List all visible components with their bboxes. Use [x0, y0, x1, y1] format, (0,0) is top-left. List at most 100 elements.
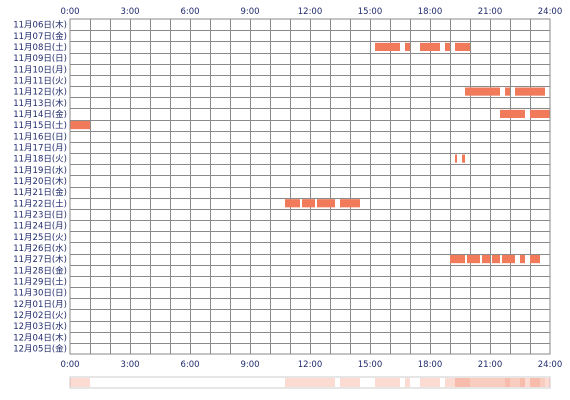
row-label: 11月15日(土) — [13, 120, 67, 131]
summary-cell — [510, 378, 515, 387]
summary-cell — [290, 378, 295, 387]
row-label: 11月28日(金) — [13, 265, 67, 276]
tick-label-bottom: 15:00 — [358, 360, 383, 370]
row-label: 11月21日(金) — [13, 187, 67, 198]
summary-cell — [325, 378, 330, 387]
summary-cell — [320, 378, 325, 387]
summary-cell — [535, 378, 540, 387]
summary-cell — [420, 378, 425, 387]
tick-label-bottom: 0:00 — [60, 360, 79, 370]
tick-label-top: 21:00 — [478, 7, 503, 17]
activity-bar — [465, 87, 500, 96]
plot-border — [69, 18, 551, 355]
row-label: 12月03日(水) — [13, 321, 67, 332]
summary-cell — [285, 378, 290, 387]
activity-bar — [505, 87, 510, 96]
row-label: 11月17日(月) — [13, 143, 67, 153]
summary-cell — [475, 378, 480, 387]
summary-cell — [515, 378, 520, 387]
summary-cell — [330, 378, 335, 387]
summary-cell — [385, 378, 390, 387]
activity-bar — [70, 121, 90, 130]
summary-cell — [305, 378, 310, 387]
summary-cell — [75, 378, 80, 387]
bottom-axis-tick-labels: 0:00 3:00 6:00 9:00 12:00 15:00 18:00 21:00 24:0… — [60, 360, 562, 370]
row-label: 11月26日(水) — [13, 243, 67, 254]
row-label: 11月14日(金) — [13, 109, 67, 120]
row-label: 11月12日(水) — [13, 87, 67, 98]
grid-lines — [70, 19, 550, 354]
row-label: 11月25日(火) — [13, 233, 67, 243]
row-label: 11月18日(火) — [13, 155, 67, 165]
summary-cell — [530, 378, 535, 387]
tick-label-bottom: 24:00 — [538, 360, 563, 370]
tick-label-top: 3:00 — [120, 7, 139, 17]
summary-cell — [310, 378, 315, 387]
activity-bar — [302, 199, 315, 208]
summary-cell — [460, 378, 465, 387]
summary-cell — [485, 378, 490, 387]
tick-label-bottom: 18:00 — [418, 360, 443, 370]
tick-label-top: 9:00 — [240, 7, 259, 17]
summary-cell — [345, 378, 350, 387]
summary-cell — [430, 378, 435, 387]
row-label: 12月04日(木) — [13, 332, 67, 343]
summary-cell — [435, 378, 440, 387]
row-label: 12月02日(火) — [13, 311, 67, 321]
row-label: 11月16日(日) — [13, 132, 67, 142]
activity-bar — [445, 42, 450, 51]
row-label: 11月11日(火) — [13, 76, 67, 86]
tick-label-top: 15:00 — [358, 7, 383, 17]
row-label: 11月08日(土) — [13, 42, 67, 53]
summary-cell — [355, 378, 360, 387]
activity-bar — [500, 109, 525, 118]
tick-label-top: 24:00 — [538, 7, 563, 17]
summary-cell — [505, 378, 510, 387]
summary-cell — [350, 378, 355, 387]
summary-strip — [69, 376, 551, 389]
row-label: 11月30日(日) — [13, 289, 67, 299]
summary-cell — [380, 378, 385, 387]
summary-cell — [480, 378, 485, 387]
row-label: 12月01日(月) — [13, 300, 67, 310]
tick-label-top: 0:00 — [60, 7, 79, 17]
activity-bar — [285, 199, 300, 208]
activity-bar — [455, 42, 470, 51]
summary-cell — [425, 378, 430, 387]
summary-cell — [490, 378, 495, 387]
summary-cell — [405, 378, 410, 387]
activity-segments — [70, 42, 550, 264]
tick-label-top: 18:00 — [418, 7, 443, 17]
activity-bar — [492, 255, 500, 264]
activity-bar — [467, 255, 480, 264]
summary-cell — [80, 378, 85, 387]
activity-bar — [515, 87, 545, 96]
row-label: 12月05日(金) — [13, 343, 67, 354]
summary-cell — [340, 378, 345, 387]
tick-label-bottom: 6:00 — [180, 360, 199, 370]
tick-label-top: 12:00 — [298, 7, 323, 17]
activity-bar — [405, 42, 410, 51]
summary-cell — [315, 378, 320, 387]
summary-cell — [545, 378, 550, 387]
summary-cell — [450, 378, 455, 387]
tick-label-bottom: 21:00 — [478, 360, 503, 370]
summary-cell — [470, 378, 475, 387]
row-label: 11月10日(月) — [13, 65, 67, 75]
activity-bar — [450, 255, 465, 264]
activity-bar — [520, 255, 525, 264]
activity-bar — [420, 42, 440, 51]
activity-bar — [317, 199, 335, 208]
summary-cell — [300, 378, 305, 387]
row-label: 11月29日(土) — [13, 276, 67, 287]
summary-cell — [500, 378, 505, 387]
summary-cell — [375, 378, 380, 387]
activity-bar — [482, 255, 490, 264]
summary-cell — [395, 378, 400, 387]
summary-cell — [295, 378, 300, 387]
activity-bar — [530, 255, 540, 264]
tick-label-bottom: 9:00 — [240, 360, 259, 370]
row-label: 11月06日(木) — [13, 20, 67, 31]
summary-strip-frame — [69, 376, 551, 389]
